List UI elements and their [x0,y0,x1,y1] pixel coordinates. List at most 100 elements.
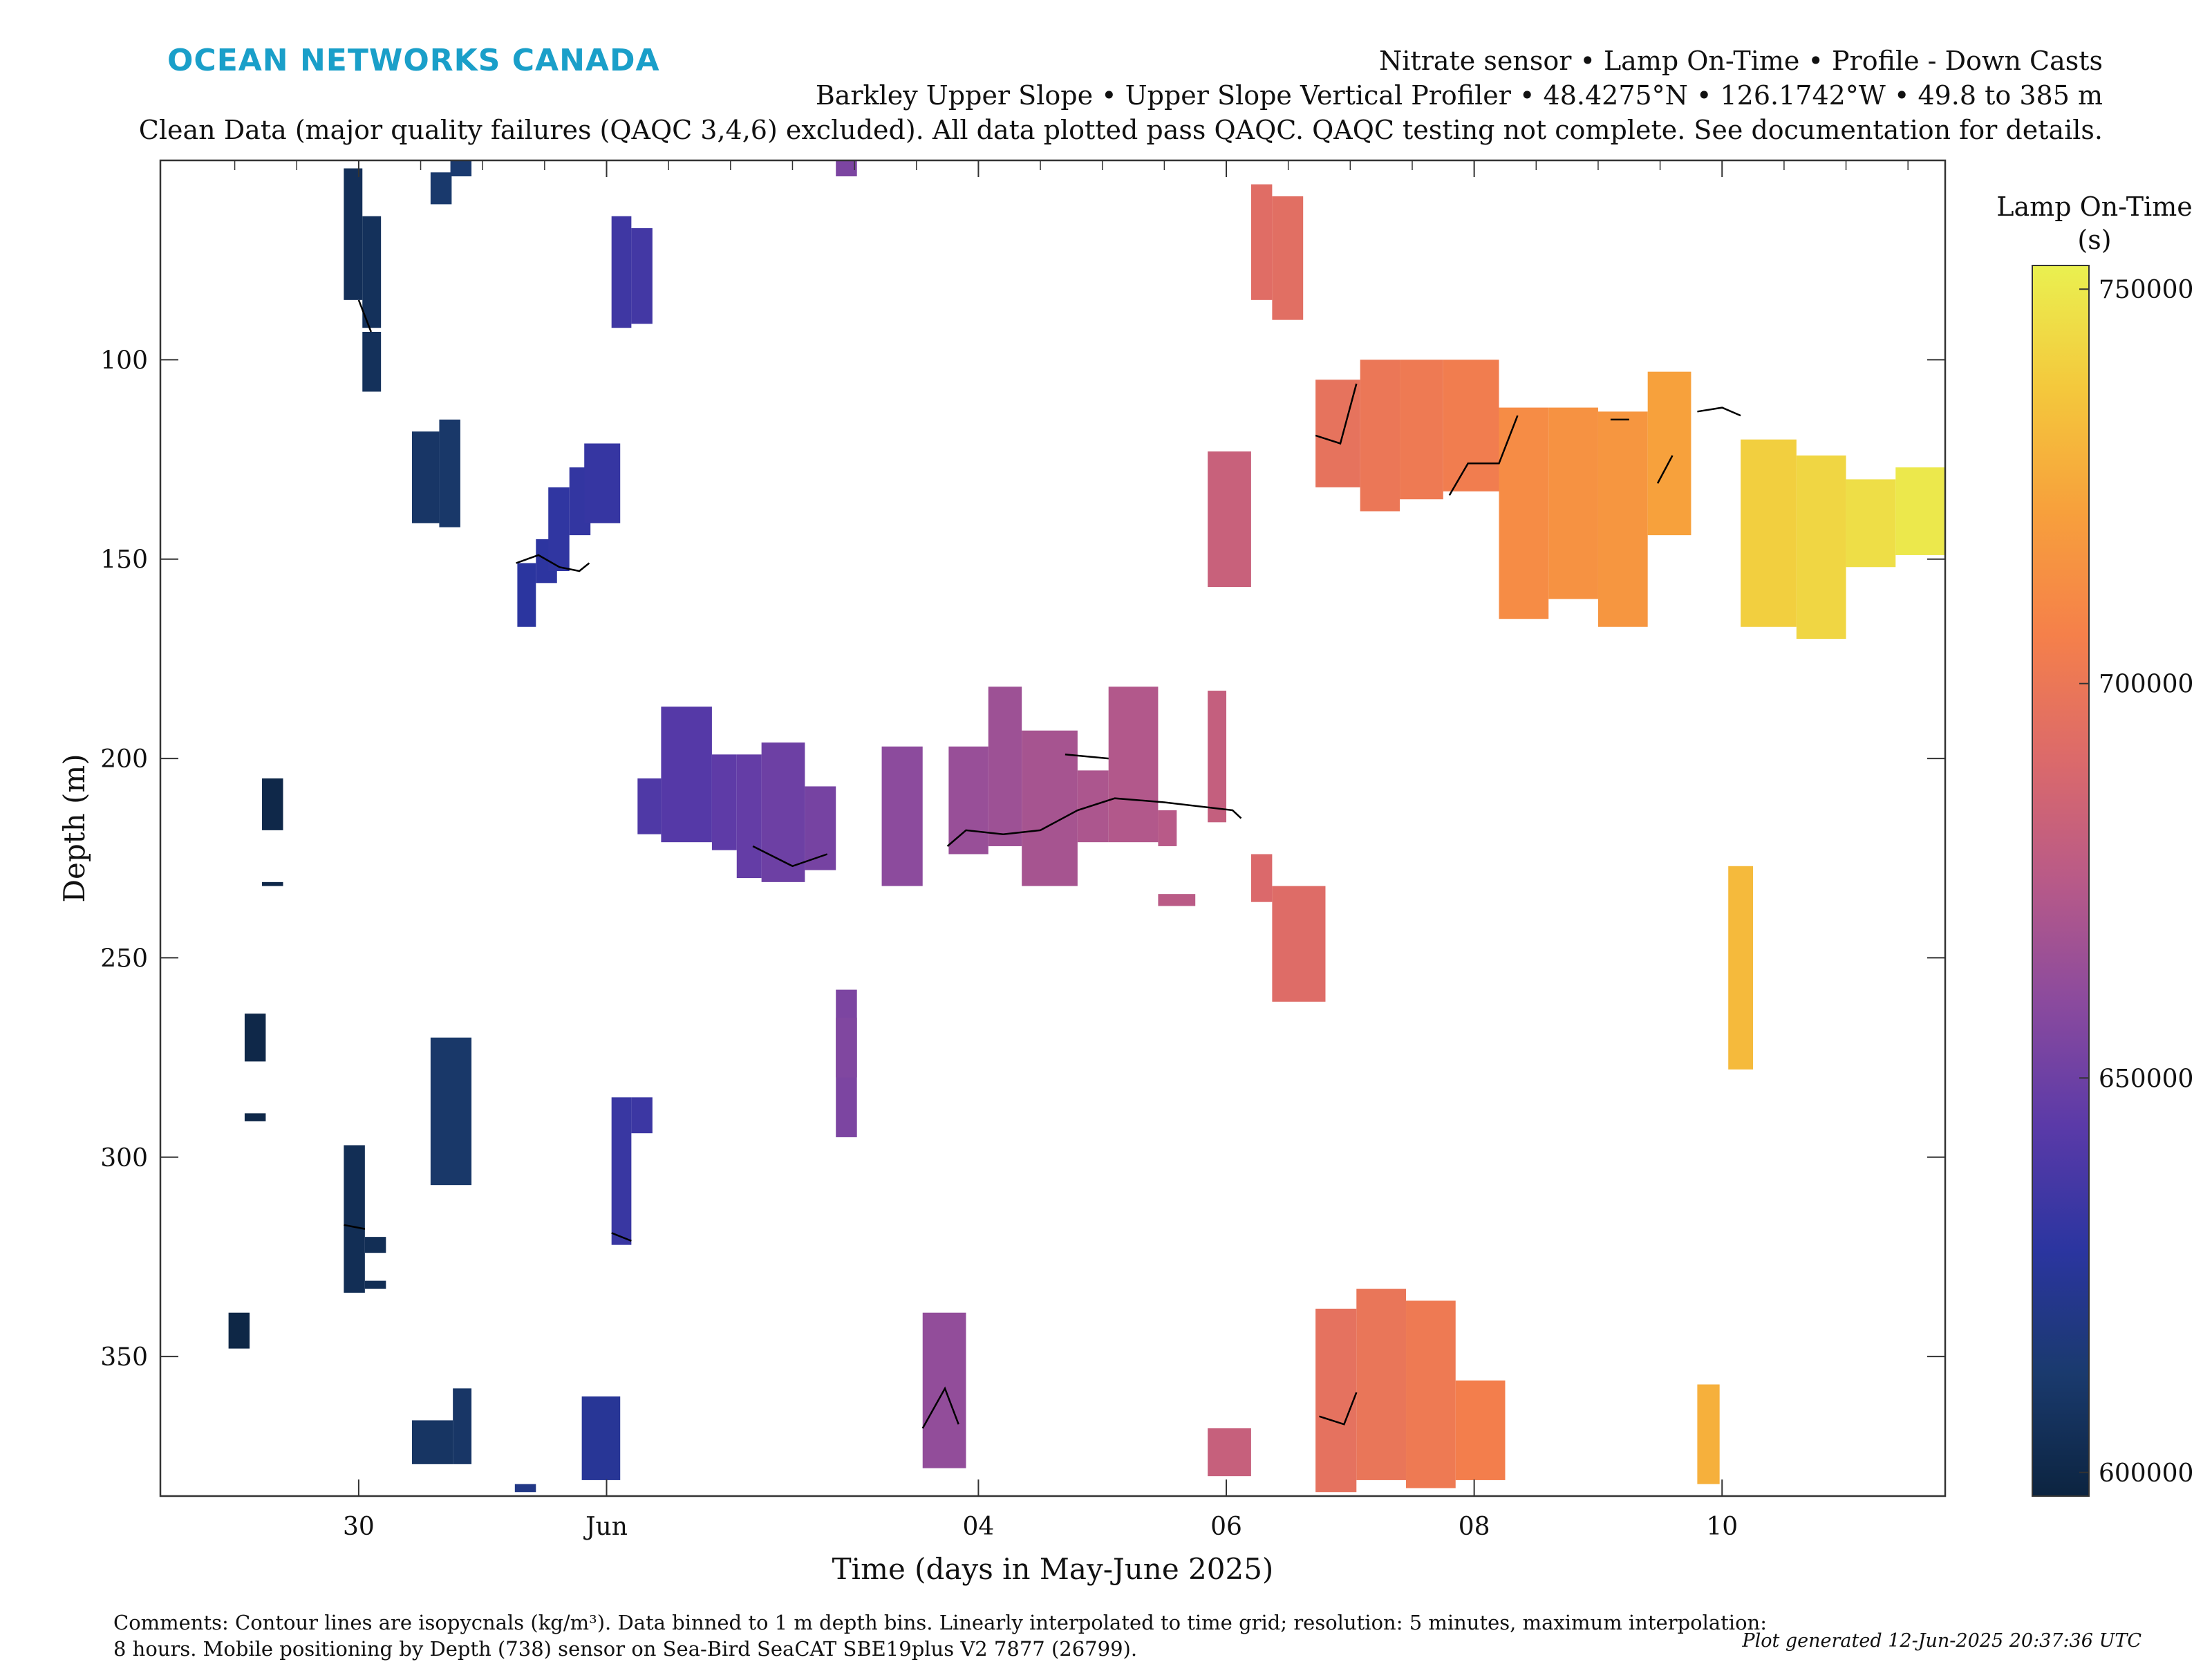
data-cell [1360,360,1400,512]
data-cell [1455,1380,1506,1480]
x-tick-label: 06 [1210,1513,1242,1541]
data-cell [344,1145,365,1293]
data-cell [411,1420,453,1464]
data-cell [1158,810,1177,846]
data-cell [1208,451,1251,588]
data-cell [439,419,460,527]
data-cell [761,743,805,882]
colorbar-unit: (s) [2077,225,2111,255]
colorbar-tick-label: 750000 [2099,276,2193,304]
data-cell [1208,1428,1251,1477]
isopycnal-contour [344,1224,366,1230]
data-cell [1895,467,1945,555]
comments: Comments: Contour lines are isopycnals (… [113,1609,1814,1662]
data-cell [1697,1384,1720,1484]
data-cell [1022,730,1078,886]
data-cell [1077,770,1109,843]
data-cell [1400,360,1443,500]
data-cell [262,881,283,886]
data-cell [1443,360,1499,492]
isopycnal-contour [1315,383,1358,445]
data-cell [411,431,440,523]
data-cell [805,786,836,870]
x-axis-label: Time (days in May-June 2025) [832,1552,1274,1586]
data-cell [584,443,621,523]
data-cell [1846,479,1896,568]
data-cell [1548,407,1598,599]
comments-line-2: 8 hours. Mobile positioning by Depth (73… [113,1637,1138,1661]
data-cell [611,216,632,328]
comments-line-1: Comments: Contour lines are isopycnals (… [113,1611,1767,1634]
x-tick-label: 30 [343,1513,375,1541]
data-cell [948,746,988,855]
colorbar [2032,265,2090,1497]
data-cell [430,172,452,205]
y-tick-label: 150 [100,546,148,575]
isopycnal-contour [516,554,590,572]
data-cell [1741,439,1797,627]
data-cell [514,1484,536,1493]
isopycnal-contour [357,299,372,333]
data-cell [736,754,762,879]
data-cell [364,1280,386,1289]
isopycnal-contour [1319,1392,1358,1426]
y-tick-label: 350 [100,1343,148,1372]
data-cell [631,228,653,324]
plot-frame [159,159,1947,1497]
isopycnal-contour [1656,455,1674,484]
x-tick-label: 04 [963,1513,995,1541]
data-cell [244,1014,266,1062]
data-cell [1356,1289,1407,1480]
chart-title-line-3: Clean Data (major quality failures (QAQC… [138,115,2103,145]
data-cell [1315,1308,1357,1493]
isopycnal-contour [611,1232,632,1242]
y-tick-label: 250 [100,944,148,973]
data-cell [1250,184,1273,300]
data-cell [1406,1300,1456,1488]
data-cell [1250,854,1273,902]
data-cell [228,1312,250,1349]
data-cell [611,1097,632,1245]
data-cell [1108,687,1159,843]
x-tick-label: 10 [1706,1513,1738,1541]
data-cell [1272,196,1304,320]
colorbar-tick-label: 700000 [2099,671,2193,699]
data-cell [1597,411,1648,627]
data-cell [1499,407,1549,619]
isopycnal-contour [946,797,1242,847]
data-cell [631,1097,653,1134]
data-cell [362,216,382,328]
data-cell [244,1113,266,1121]
data-cell [836,160,857,177]
chart-title-line-2: Barkley Upper Slope • Upper Slope Vertic… [815,80,2103,111]
data-cell [1647,371,1691,536]
colorbar-tick-label: 650000 [2099,1065,2193,1093]
data-cell [711,754,737,850]
isopycnal-contour [1448,415,1519,496]
data-cell [453,1388,472,1464]
data-cell [661,707,712,843]
y-axis-label: Depth (m) [57,754,91,902]
data-cell [344,168,363,300]
y-tick-label: 100 [100,346,148,375]
data-cell [364,1237,386,1253]
data-cell [581,1396,621,1480]
data-cell [430,1037,472,1186]
data-cell [836,1017,857,1078]
chart-title-line-1: Nitrate sensor • Lamp On-Time • Profile … [1379,46,2103,76]
data-cell [1272,886,1326,1002]
data-cell [450,160,472,177]
data-cell [548,487,570,572]
data-cell [362,331,382,392]
y-tick-label: 300 [100,1144,148,1173]
data-cell [881,746,923,886]
colorbar-tick-label: 600000 [2099,1459,2193,1488]
colorbar-label: Lamp On-Time [1996,192,2192,222]
data-cell [517,563,536,627]
ocean-networks-canada-logo: OCEAN NETWORKS CANADA [167,43,660,78]
data-cell [1158,894,1196,906]
data-cell [637,778,662,834]
isopycnal-contour [1697,407,1741,417]
isopycnal-contour [921,1386,959,1429]
